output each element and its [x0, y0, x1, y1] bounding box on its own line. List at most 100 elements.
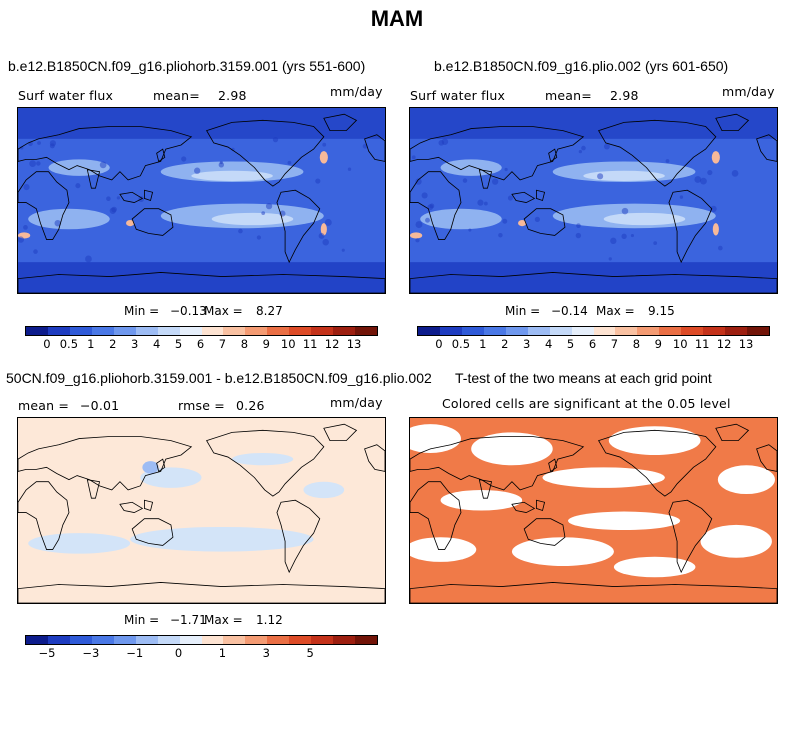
- panel-3-mean-value: −0.01: [80, 398, 120, 413]
- colorbar-tick-label: 1: [479, 337, 487, 351]
- colorbar-tick-label: −1: [126, 646, 144, 660]
- colorbar-tick-label: 5: [174, 337, 183, 351]
- panel-3-map: [17, 417, 386, 604]
- panel-2-units: mm/day: [722, 84, 775, 99]
- colorbar-tick-label: 7: [610, 337, 619, 351]
- colorbar-swatch: [113, 636, 136, 644]
- colorbar-swatch: [483, 327, 506, 335]
- colorbar-tick-label: 5: [306, 646, 314, 660]
- colorbar-swatch: [418, 327, 440, 335]
- colorbar-swatch: [527, 327, 550, 335]
- colorbar-swatch: [26, 327, 48, 335]
- figure-title: MAM: [370, 6, 424, 31]
- colorbar-tick-label: 10: [280, 337, 296, 351]
- panel-2-min-value: −0.14: [551, 304, 588, 318]
- panel-2-variable: Surf water flux: [410, 88, 506, 103]
- colorbar-swatch: [47, 327, 70, 335]
- colorbar-tick-label: 0: [174, 646, 183, 660]
- colorbar-swatch: [355, 636, 377, 644]
- panel-3-min-label: Min =: [124, 613, 160, 627]
- panel-3-max-value: 1.12: [256, 613, 283, 627]
- colorbar-tick-label: 8: [632, 337, 641, 351]
- panel-4-subtitle: Colored cells are significant at the 0.0…: [442, 396, 731, 411]
- panel-2-map: [409, 107, 778, 294]
- colorbar-swatch: [615, 327, 638, 335]
- colorbar-swatch: [267, 327, 290, 335]
- colorbar-swatch: [289, 636, 312, 644]
- colorbar-tick-label: 3: [131, 337, 139, 351]
- panel-4-map: [409, 417, 778, 604]
- panel-2-mean-label: mean=: [545, 88, 592, 103]
- colorbar-swatch: [223, 636, 246, 644]
- panel-3-title: 50CN.f09_g16.pliohorb.3159.001 - b.e12.B…: [6, 370, 432, 386]
- panel-3-colorbar: [25, 635, 378, 645]
- colorbar-swatch: [179, 327, 202, 335]
- colorbar-tick-label: 13: [346, 337, 362, 351]
- colorbar-tick-label: 4: [152, 337, 161, 351]
- panel-2-mean-value: 2.98: [610, 88, 639, 103]
- colorbar-tick-label: 3: [523, 337, 531, 351]
- colorbar-tick-label: 10: [672, 337, 688, 351]
- colorbar-tick-label: 3: [262, 646, 270, 660]
- colorbar-tick-label: 1: [218, 646, 227, 660]
- colorbar-swatch: [69, 327, 92, 335]
- panel-1-min-label: Min =: [124, 304, 160, 318]
- colorbar-swatch: [747, 327, 769, 335]
- colorbar-swatch: [333, 327, 356, 335]
- colorbar-tick-label: 8: [240, 337, 249, 351]
- panel-1-map-svg: [18, 108, 385, 293]
- colorbar-swatch: [505, 327, 528, 335]
- panel-3-rmse-value: 0.26: [236, 398, 265, 413]
- colorbar-tick-label: 13: [738, 337, 754, 351]
- colorbar-swatch: [245, 636, 268, 644]
- colorbar-tick-label: 9: [654, 337, 662, 351]
- colorbar-tick-label: 6: [588, 337, 597, 351]
- colorbar-swatch: [681, 327, 704, 335]
- panel-3-map-svg: [18, 418, 385, 603]
- panel-4-title: T-test of the two means at each grid poi…: [455, 370, 712, 386]
- colorbar-tick-label: 6: [196, 337, 205, 351]
- colorbar-swatch: [289, 327, 312, 335]
- colorbar-swatch: [69, 636, 92, 644]
- panel-3-mean-label: mean =: [18, 398, 70, 413]
- colorbar-tick-label: 11: [302, 337, 318, 351]
- colorbar-tick-label: 1: [87, 337, 95, 351]
- colorbar-tick-label: 0: [435, 337, 443, 351]
- panel-3-units: mm/day: [330, 395, 383, 410]
- colorbar-swatch: [223, 327, 246, 335]
- panel-2-map-svg: [410, 108, 777, 293]
- colorbar-swatch: [333, 636, 356, 644]
- colorbar-swatch: [267, 636, 290, 644]
- colorbar-swatch: [571, 327, 594, 335]
- colorbar-swatch: [26, 636, 48, 644]
- colorbar-swatch: [637, 327, 660, 335]
- colorbar-swatch: [135, 636, 158, 644]
- panel-2-title: b.e12.B1850CN.f09_g16.plio.002 (yrs 601-…: [434, 58, 729, 74]
- colorbar-swatch: [593, 327, 616, 335]
- panel-1-title: b.e12.B1850CN.f09_g16.pliohorb.3159.001 …: [8, 58, 366, 74]
- colorbar-swatch: [439, 327, 462, 335]
- colorbar-swatch: [311, 636, 334, 644]
- colorbar-swatch: [355, 327, 377, 335]
- colorbar-swatch: [179, 636, 202, 644]
- panel-2-max-label: Max =: [596, 304, 635, 318]
- colorbar-swatch: [135, 327, 158, 335]
- colorbar-swatch: [113, 327, 136, 335]
- colorbar-swatch: [549, 327, 572, 335]
- colorbar-tick-label: 12: [324, 337, 340, 351]
- colorbar-swatch: [725, 327, 748, 335]
- colorbar-swatch: [157, 327, 180, 335]
- panel-1-max-value: 8.27: [256, 304, 283, 318]
- panel-1-max-label: Max =: [204, 304, 243, 318]
- colorbar-swatch: [91, 327, 114, 335]
- panel-1-min-value: −0.13: [170, 304, 207, 318]
- panel-1-mean-value: 2.98: [218, 88, 247, 103]
- colorbar-tick-label: −5: [38, 646, 56, 660]
- colorbar-tick-label: 4: [544, 337, 553, 351]
- panel-1-map: [17, 107, 386, 294]
- colorbar-swatch: [703, 327, 726, 335]
- colorbar-tick-label: 0: [43, 337, 51, 351]
- colorbar-tick-label: 9: [262, 337, 270, 351]
- panel-2-colorbar: [417, 326, 770, 336]
- colorbar-swatch: [47, 636, 70, 644]
